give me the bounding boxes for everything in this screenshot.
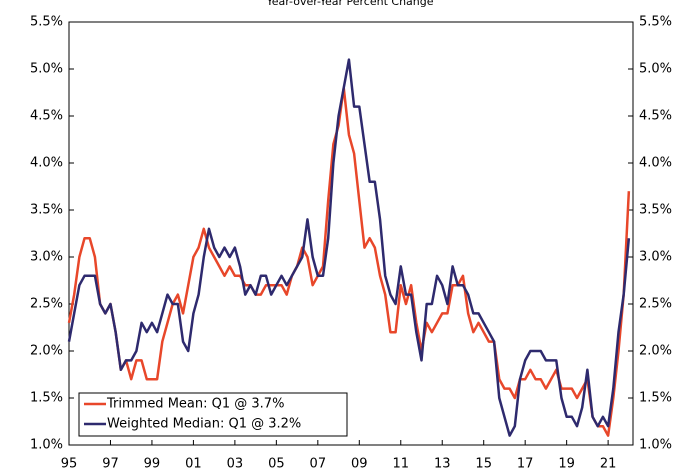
y-tick-label: 1.0% [30, 438, 63, 453]
series-line [67, 58, 631, 437]
y-tick-label: 5.0% [30, 62, 63, 77]
y-tick-label: 5.5% [30, 15, 63, 30]
x-tick-label: 21 [600, 457, 617, 472]
x-tick-label: 99 [144, 457, 161, 472]
y-tick-label: 2.5% [30, 297, 63, 312]
x-tick-label: 95 [61, 457, 78, 472]
y2-tick-label: 4.5% [639, 109, 672, 124]
x-tick-label: 15 [475, 457, 492, 472]
y-tick-label: 4.0% [30, 156, 63, 171]
series-line [67, 86, 631, 437]
x-tick-label: 17 [517, 457, 534, 472]
x-tick-label: 09 [351, 457, 368, 472]
legend-label: Weighted Median: Q1 @ 3.2% [107, 417, 301, 432]
y2-tick-label: 1.5% [639, 391, 672, 406]
x-tick-label: 03 [227, 457, 244, 472]
legend: Trimmed Mean: Q1 @ 3.7% Weighted Median: … [78, 392, 348, 437]
y-tick-label: 4.5% [30, 109, 63, 124]
y-tick-label: 3.0% [30, 250, 63, 265]
y2-tick-label: 2.0% [639, 344, 672, 359]
x-tick-label: 19 [558, 457, 575, 472]
x-tick-label: 97 [102, 457, 119, 472]
y2-tick-label: 1.0% [639, 438, 672, 453]
x-tick-label: 13 [434, 457, 451, 472]
legend-box [78, 392, 348, 437]
x-tick-label: 11 [392, 457, 409, 472]
plot-frame [68, 21, 634, 446]
y-tick-label: 3.5% [30, 203, 63, 218]
y2-tick-label: 3.0% [639, 250, 672, 265]
y2-tick-label: 5.5% [639, 15, 672, 30]
chart-subtitle: Year-over-Year Percent Change [265, 0, 433, 8]
legend-label: Trimmed Mean: Q1 @ 3.7% [106, 397, 284, 412]
x-tick-label: 01 [185, 457, 202, 472]
y2-tick-label: 3.5% [639, 203, 672, 218]
y2-tick-label: 4.0% [639, 156, 672, 171]
x-tick-label: 07 [310, 457, 327, 472]
y2-tick-label: 5.0% [639, 62, 672, 77]
y2-tick-label: 2.5% [639, 297, 672, 312]
y-tick-label: 2.0% [30, 344, 63, 359]
x-tick-label: 05 [268, 457, 285, 472]
y-tick-label: 1.5% [30, 391, 63, 406]
